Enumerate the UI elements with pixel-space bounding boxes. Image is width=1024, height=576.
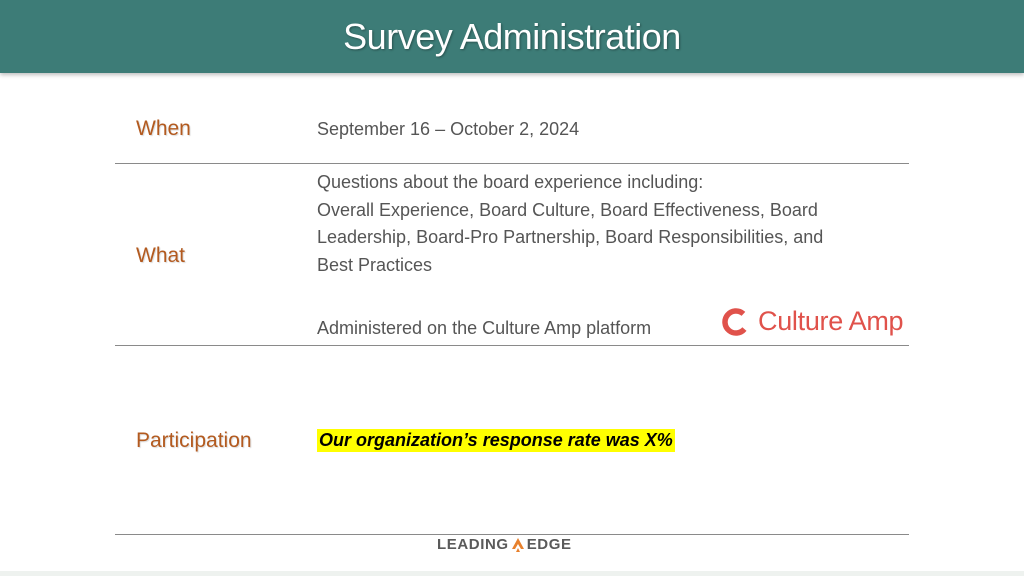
what-line: Leadership, Board-Pro Partnership, Board… [317,227,824,247]
divider [115,345,909,346]
divider [115,534,909,535]
what-line: Best Practices [317,254,433,275]
logo-text-right: EDGE [526,536,572,553]
culture-amp-logo: Culture Amp [722,306,904,337]
title-bar: Survey Administration [0,0,1024,73]
when-text: September 16 – October 2, 2024 [317,119,580,139]
response-rate-text: Our organization’s response rate was X% [317,429,675,452]
bottom-border [0,571,1024,576]
leading-edge-logo: LEADING EDGE [437,536,572,553]
participation-label: Participation [136,429,252,452]
divider [115,163,909,164]
what-label: What [136,244,186,267]
logo-text-left: LEADING [437,536,509,553]
platform-text: Administered on the Culture Amp platform [317,318,652,338]
what-description: Questions about the board experience inc… [317,169,823,279]
what-line: Overall Experience, Board Culture, Board… [317,199,818,220]
culture-amp-icon [722,307,750,336]
page-title: Survey Administration [343,15,681,57]
flame-icon [511,537,524,552]
culture-amp-logo-text: Culture Amp [758,306,904,336]
what-line: Questions about the board experience inc… [317,172,704,192]
when-label: When [136,117,191,140]
